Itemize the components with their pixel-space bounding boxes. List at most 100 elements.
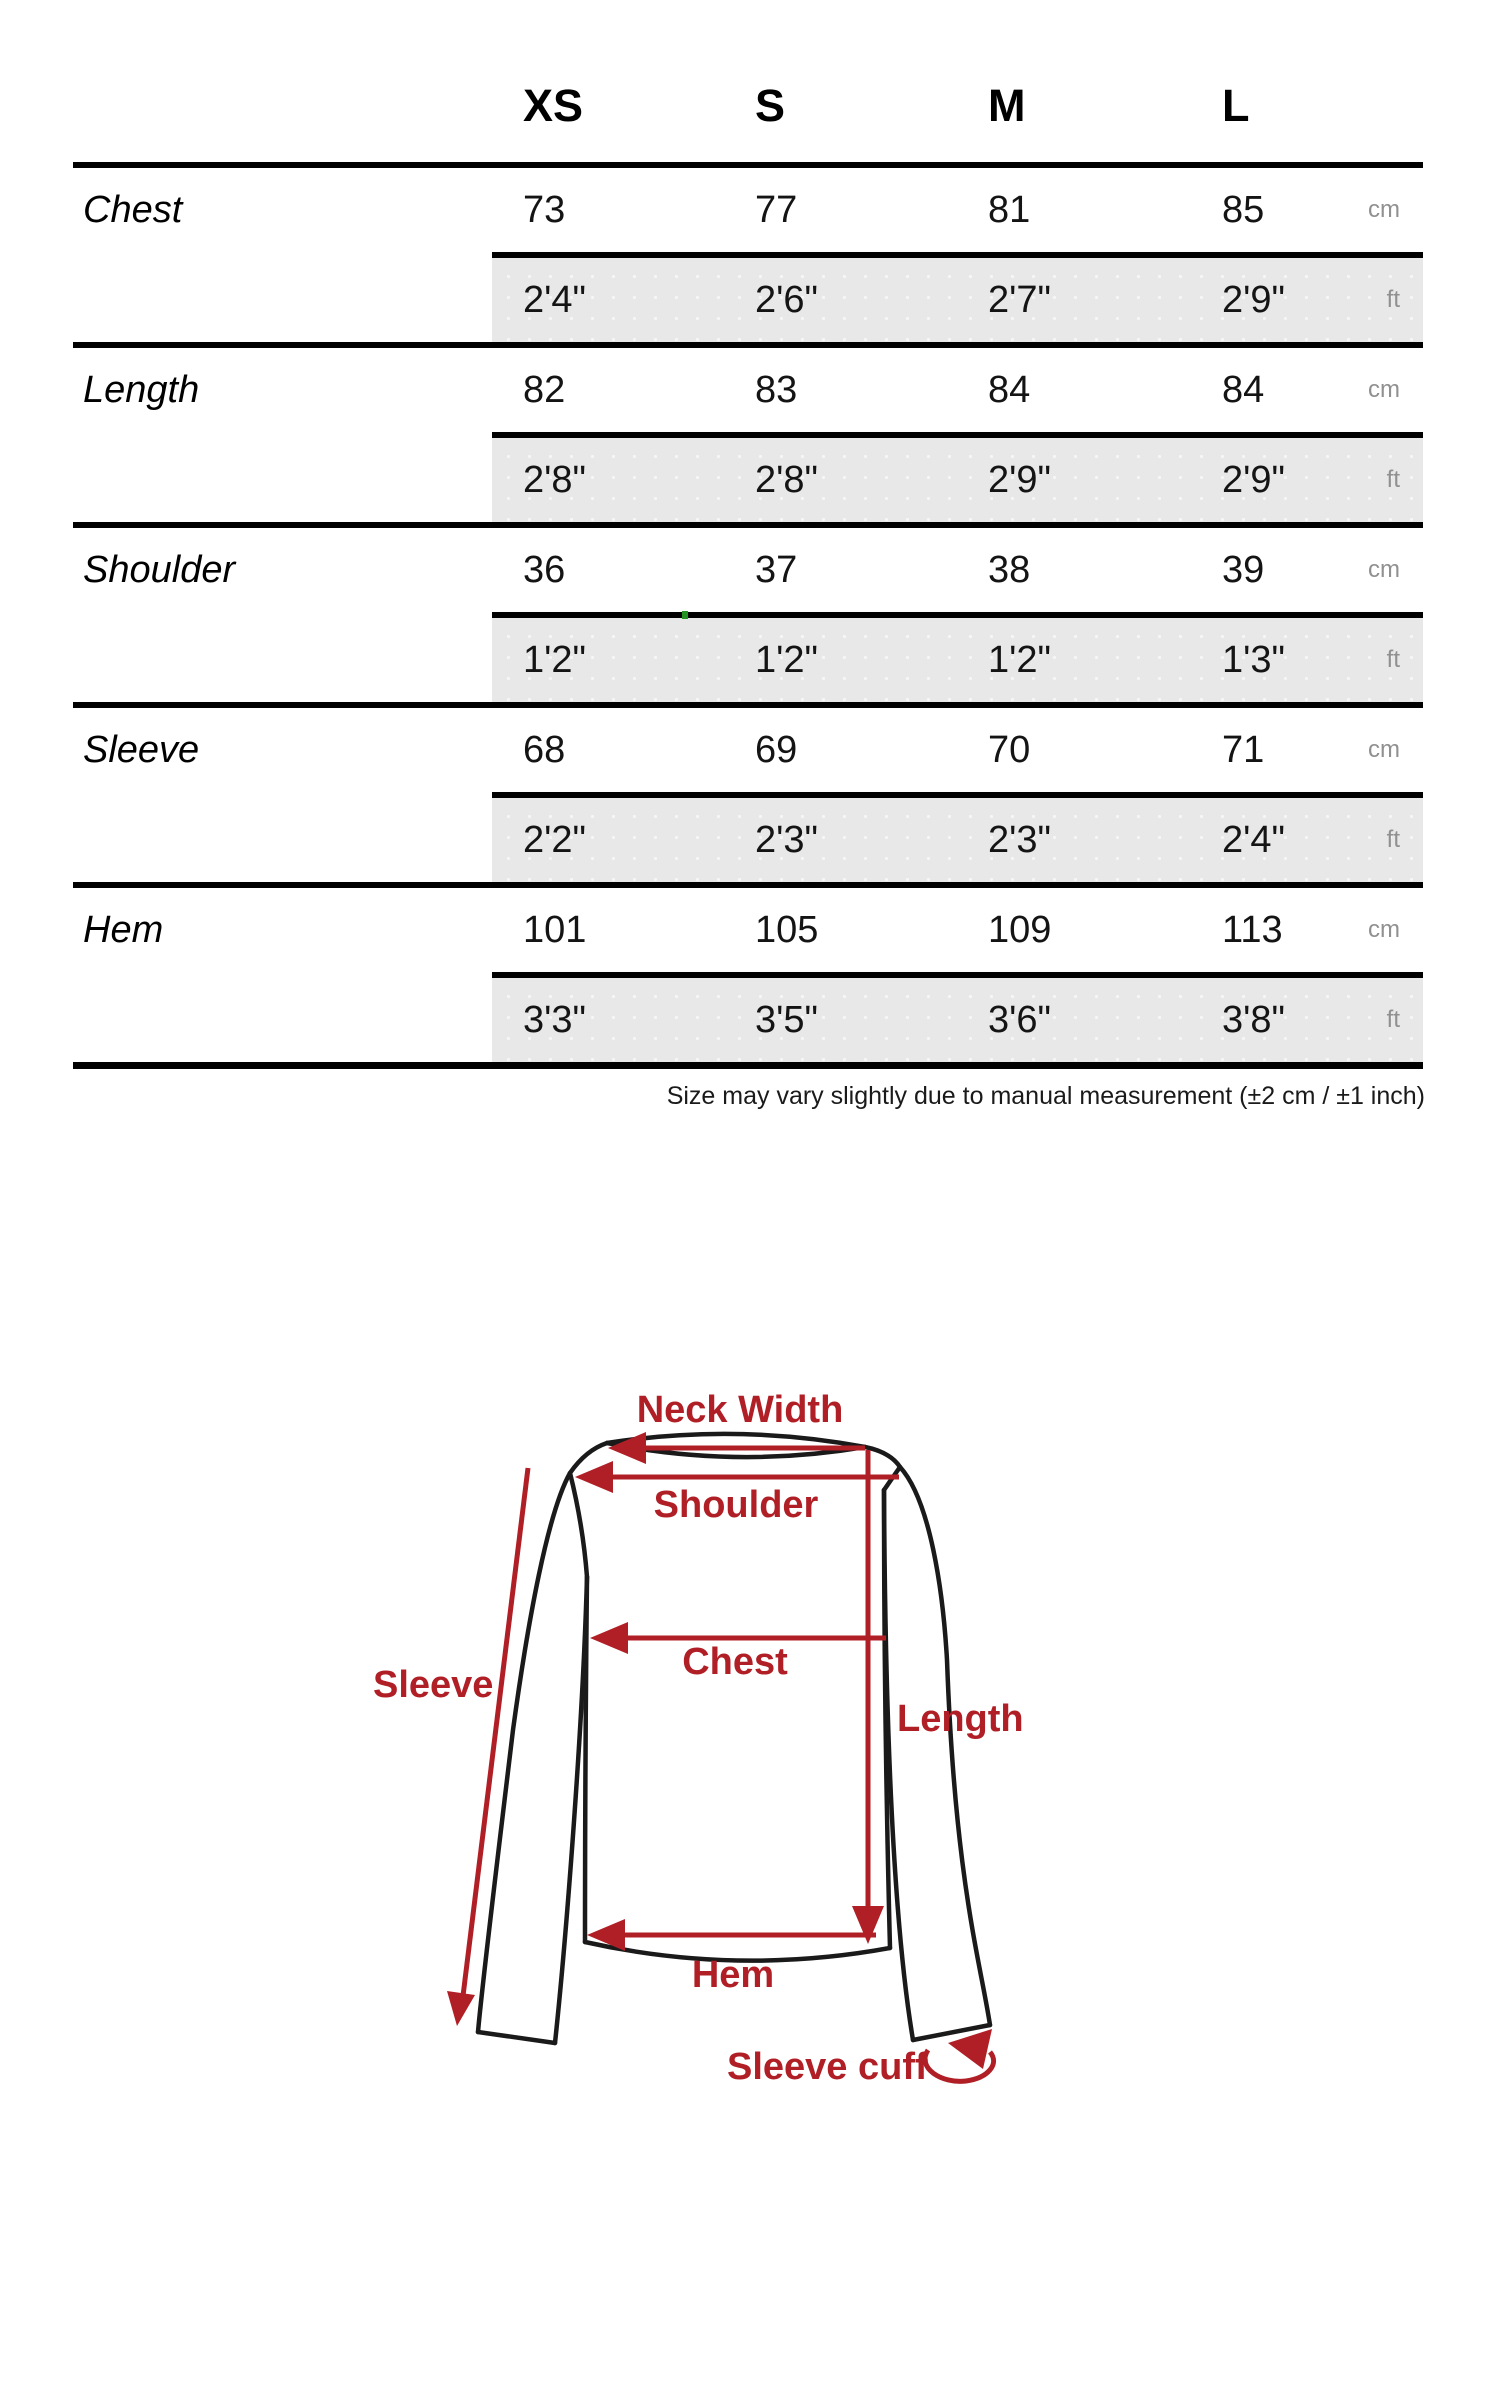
unit-ft-label: ft (1386, 1006, 1400, 1033)
cell-ft: 2'2" (523, 818, 587, 861)
table-group-shoulder: Shoulder 36 37 38 39 cm 1'2" 1'2" 1'2" 1… (73, 522, 1423, 702)
cell-cm: 73 (523, 188, 566, 231)
arrowheads (447, 1432, 992, 2069)
cell-cm: 71 (1222, 728, 1265, 771)
row-label: Sleeve (83, 728, 200, 771)
cell-ft: 3'5" (755, 998, 819, 1041)
cell-ft: 2'3" (755, 818, 819, 861)
cell-cm: 38 (988, 548, 1031, 591)
cell-cm: 83 (755, 368, 798, 411)
cell-cm: 37 (755, 548, 798, 591)
table-group-chest: Chest 73 77 81 85 cm 2'4" 2'6" 2'7" 2'9"… (73, 162, 1423, 342)
cell-cm: 77 (755, 188, 798, 231)
unit-cm-label: cm (1368, 736, 1400, 763)
measurement-disclaimer: Size may vary slightly due to manual mea… (666, 1082, 1425, 1110)
hem-label: Hem (691, 1954, 775, 1996)
shoulder-label: Shoulder (653, 1484, 819, 1526)
table-row: Length 82 83 84 84 cm (73, 348, 1423, 432)
cell-ft: 3'8" (1222, 998, 1286, 1041)
cell-cm: 101 (523, 908, 587, 951)
row-label: Length (83, 368, 200, 411)
size-column-s: S (755, 80, 786, 131)
cell-ft: 2'9" (1222, 278, 1286, 321)
sleeve-cuff-arrowhead (948, 2029, 992, 2069)
cell-ft: 2'8" (755, 458, 819, 501)
green-artifact-mark (682, 611, 688, 619)
left-sleeve-inner (552, 1574, 590, 2046)
cell-cm: 69 (755, 728, 798, 771)
cell-ft: 2'9" (1222, 458, 1286, 501)
unit-ft-label: ft (1386, 466, 1400, 493)
cell-cm: 82 (523, 368, 566, 411)
table-row: Sleeve 68 69 70 71 cm (73, 708, 1423, 792)
cell-cm: 105 (755, 908, 819, 951)
size-column-m: M (988, 80, 1026, 131)
right-sleeve-inner (881, 1487, 916, 2043)
table-row: 3'3" 3'5" 3'6" 3'8" ft (492, 972, 1423, 1062)
cell-cm: 81 (988, 188, 1031, 231)
sleeve-cuff-label: Sleeve cuff (727, 2046, 928, 2088)
cell-ft: 2'8" (523, 458, 587, 501)
left-armhole (567, 1470, 590, 1580)
cell-ft: 1'3" (1222, 638, 1286, 681)
sleeve-label: Sleeve (373, 1664, 494, 1706)
table-row: Shoulder 36 37 38 39 cm (73, 528, 1423, 612)
right-sleeve-outer (897, 1464, 993, 2028)
table-row: 2'4" 2'6" 2'7" 2'9" ft (492, 252, 1423, 342)
shoulder-arrowhead (575, 1461, 613, 1493)
cell-ft: 2'9" (988, 458, 1052, 501)
left-sleeve-outer (475, 1470, 573, 2035)
cell-ft: 3'6" (988, 998, 1052, 1041)
unit-ft-label: ft (1386, 646, 1400, 673)
unit-ft-label: ft (1386, 286, 1400, 313)
table-row: 2'2" 2'3" 2'3" 2'4" ft (492, 792, 1423, 882)
cell-ft: 2'3" (988, 818, 1052, 861)
cell-ft: 2'4" (1222, 818, 1286, 861)
left-cuff (475, 2029, 558, 2046)
unit-cm-label: cm (1368, 916, 1400, 943)
cell-ft: 3'3" (523, 998, 587, 1041)
measurement-arrows (460, 1445, 997, 2084)
neck-width-label: Neck Width (636, 1389, 844, 1431)
cell-cm: 36 (523, 548, 566, 591)
table-row: Hem 101 105 109 113 cm (73, 888, 1423, 972)
cell-cm: 109 (988, 908, 1052, 951)
cell-ft: 1'2" (523, 638, 587, 681)
row-label: Chest (83, 188, 183, 231)
table-group-sleeve: Sleeve 68 69 70 71 cm 2'2" 2'3" 2'3" 2'4… (73, 702, 1423, 882)
table-row: 1'2" 1'2" 1'2" 1'3" ft (492, 612, 1423, 702)
neck-width-arrowhead (608, 1432, 646, 1464)
cell-ft: 1'2" (988, 638, 1052, 681)
row-label: Shoulder (83, 548, 236, 591)
length-label: Length (897, 1698, 1024, 1740)
cell-cm: 70 (988, 728, 1031, 771)
unit-cm-label: cm (1368, 376, 1400, 403)
cell-cm: 84 (1222, 368, 1265, 411)
hem-arrowhead (587, 1919, 625, 1951)
table-group-length: Length 82 83 84 84 cm 2'8" 2'8" 2'9" 2'9… (73, 342, 1423, 522)
table-row: Chest 73 77 81 85 cm (73, 168, 1423, 252)
size-header-row: XS S M L (73, 0, 1423, 162)
left-collar (567, 1440, 610, 1476)
cell-ft: 2'6" (755, 278, 819, 321)
size-column-l: L (1222, 80, 1250, 131)
unit-cm-label: cm (1368, 196, 1400, 223)
length-arrowhead (852, 1906, 884, 1944)
cell-cm: 113 (1222, 908, 1283, 951)
unit-ft-label: ft (1386, 826, 1400, 853)
unit-cm-label: cm (1368, 556, 1400, 583)
cell-ft: 2'7" (988, 278, 1052, 321)
sleeve-cuff-curl (922, 2048, 997, 2084)
chest-label: Chest (682, 1641, 788, 1683)
table-group-hem: Hem 101 105 109 113 cm 3'3" 3'5" 3'6" 3'… (73, 882, 1423, 1062)
chest-arrowhead (590, 1622, 628, 1654)
right-cuff (910, 2022, 993, 2043)
cell-cm: 39 (1222, 548, 1265, 591)
table-row: 2'8" 2'8" 2'9" 2'9" ft (492, 432, 1423, 522)
sleeve-arrowhead (447, 1991, 475, 2026)
right-collar (862, 1444, 903, 1470)
size-column-xs: XS (523, 80, 584, 131)
row-label: Hem (83, 908, 164, 951)
